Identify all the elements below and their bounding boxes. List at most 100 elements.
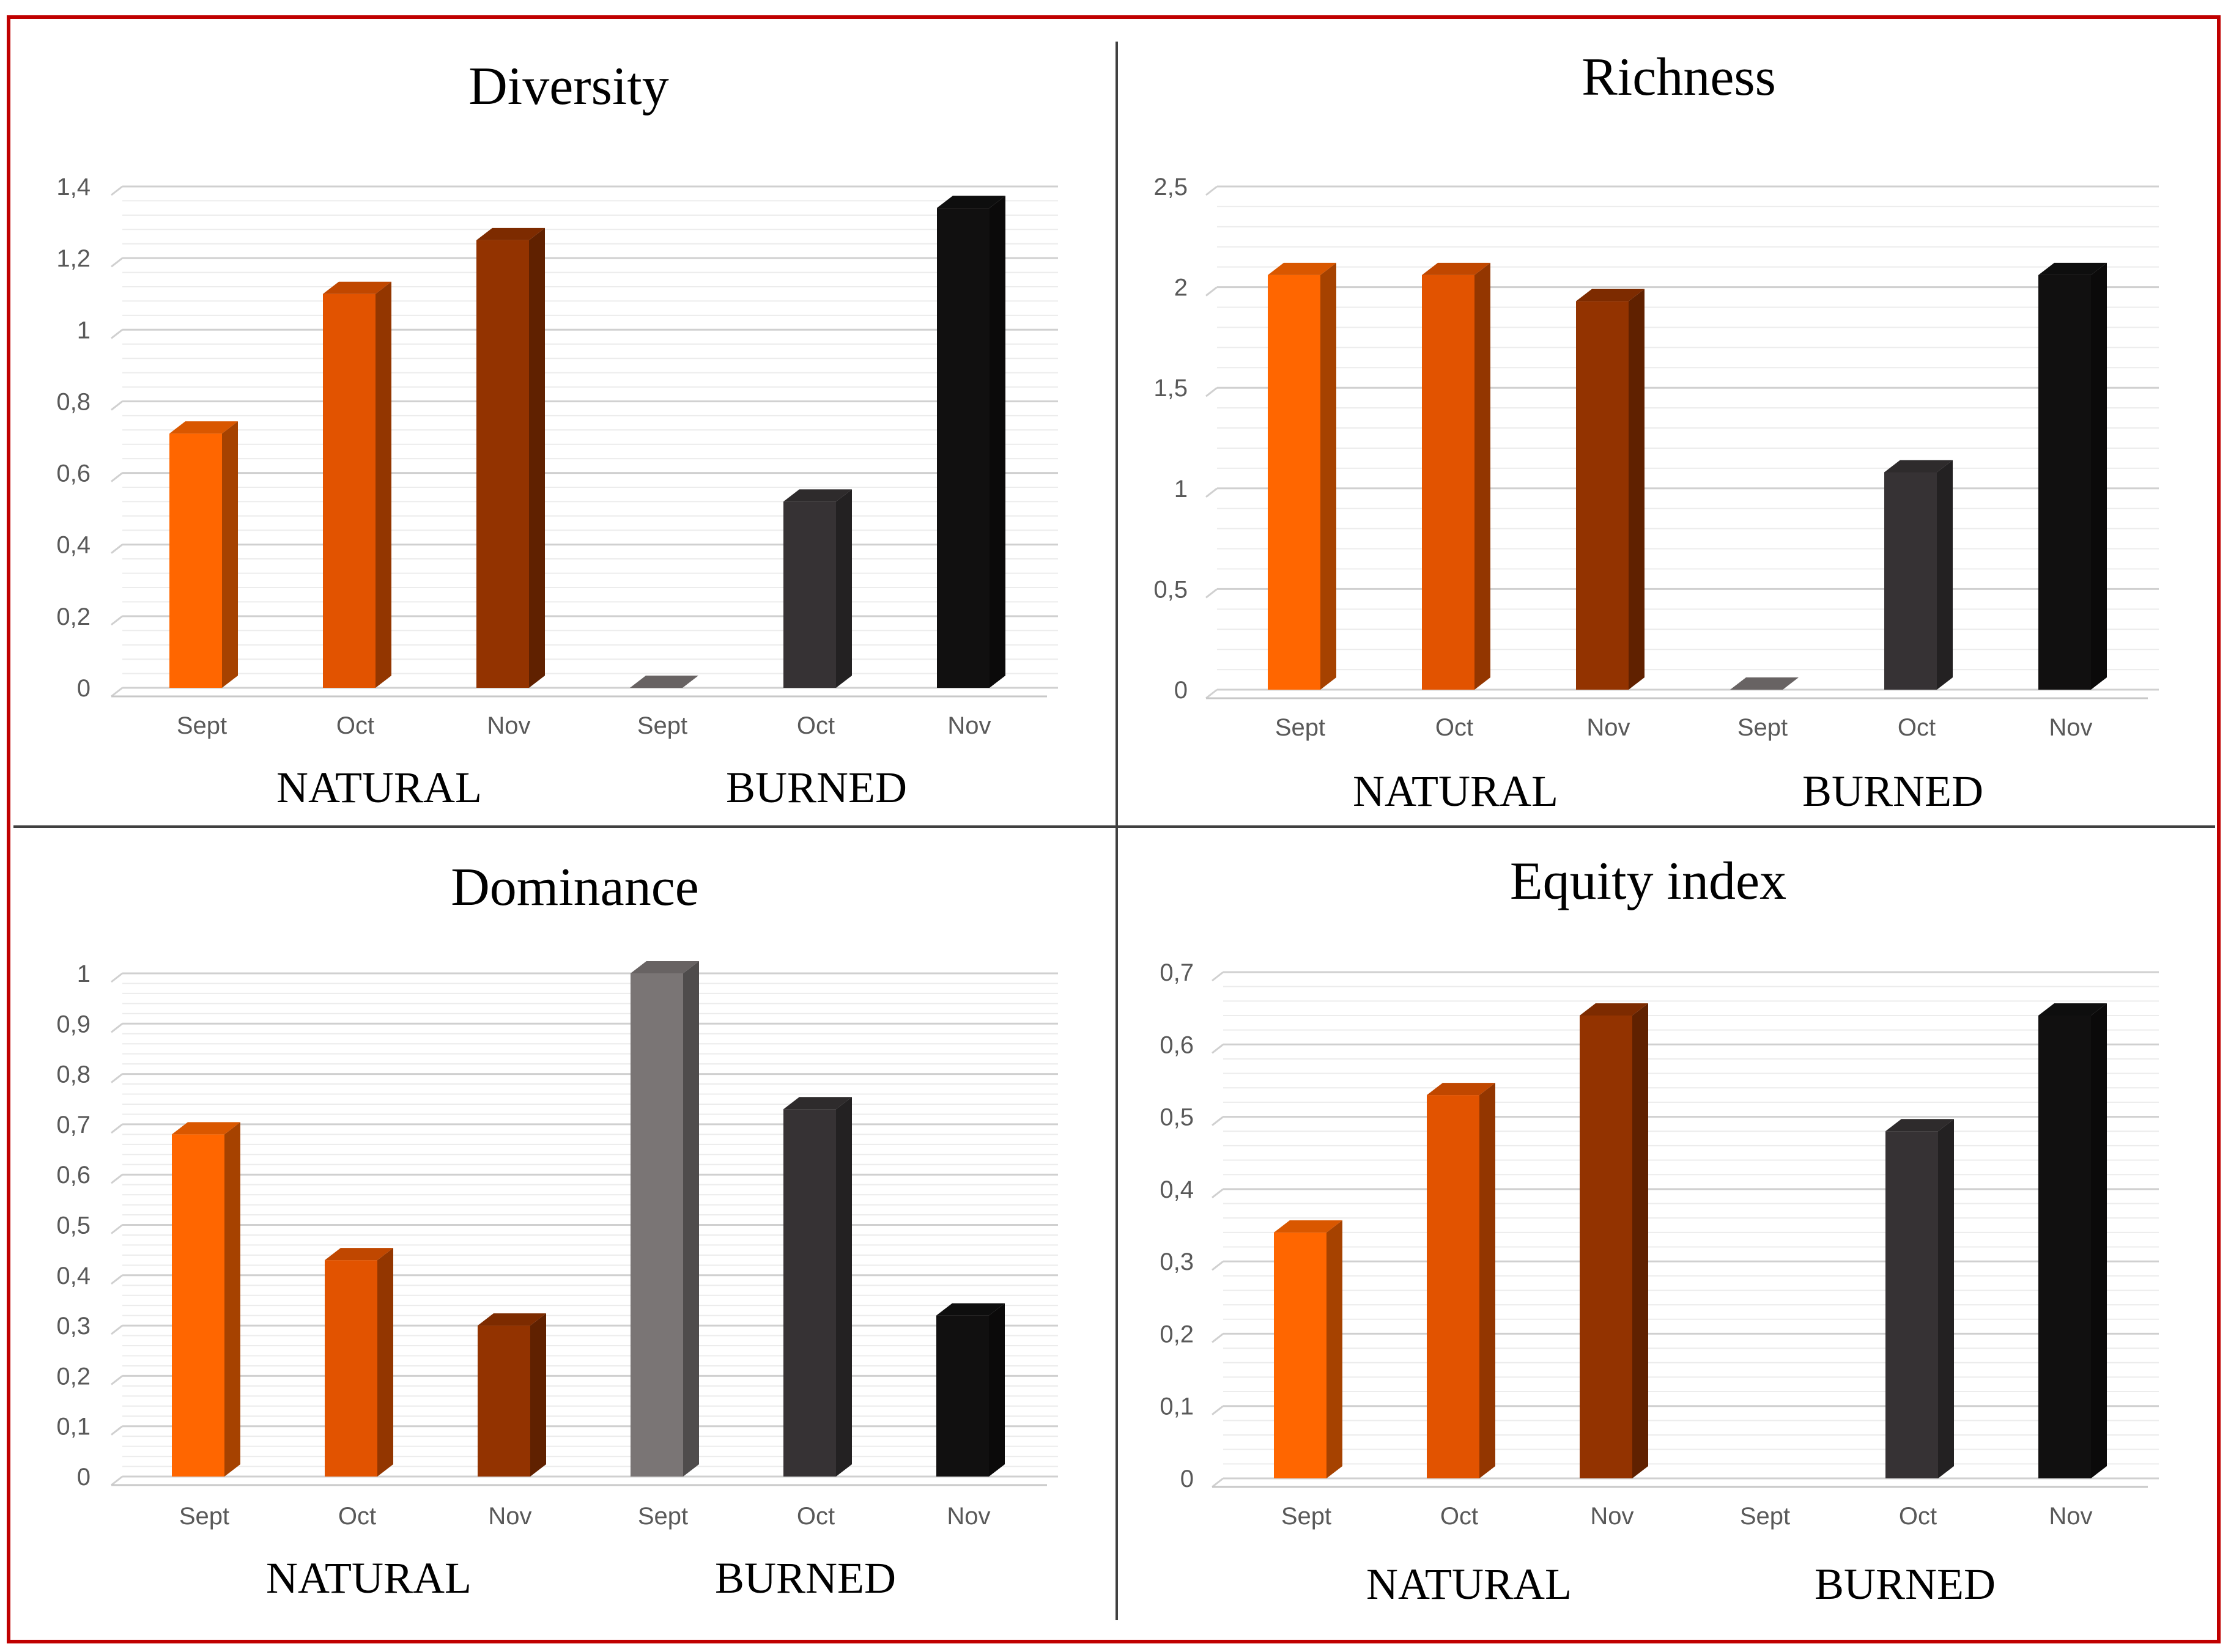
y-tick-label: 0,4 xyxy=(56,1263,91,1289)
x-tick-label: Oct xyxy=(338,1503,376,1530)
y-tick-label: 0,2 xyxy=(1160,1321,1194,1348)
y-tick-label: 0,4 xyxy=(1160,1176,1194,1203)
y-tick-label: 0,8 xyxy=(56,388,91,415)
x-tick-label: Sept xyxy=(1740,1503,1790,1530)
bar-side xyxy=(1326,1220,1342,1478)
bar-top xyxy=(783,1097,852,1110)
y-tick-label: 0 xyxy=(1174,677,1188,704)
gridline-depth-edge xyxy=(111,615,123,626)
plot-area: 0 0,1 0,2 0,3 0,4 0,5 0,6 0,7 Sept Oct Nov Sept Oct N… xyxy=(1160,959,2159,1530)
x-tick-label: Nov xyxy=(488,1503,531,1530)
gridline-depth-edge xyxy=(111,1324,123,1335)
bar-front xyxy=(1580,1015,1632,1478)
gridline-depth-edge xyxy=(111,329,123,339)
x-tick-label: Sept xyxy=(1281,1503,1331,1530)
bar-side xyxy=(222,421,238,688)
x-tick-label: Oct xyxy=(1440,1503,1478,1530)
bar-front xyxy=(936,1315,989,1477)
y-tick-label: 0,7 xyxy=(56,1112,91,1138)
equity-index-chart: Equity index 0 0,1 0,2 0,3 0,4 0,5 0,6 0,7 Sept Oc… xyxy=(1160,852,2159,1609)
bar-front xyxy=(1885,1131,1938,1478)
bar-top xyxy=(631,961,699,973)
bar-top xyxy=(2038,1003,2107,1016)
x-tick-label: Oct xyxy=(336,712,374,739)
bar-front xyxy=(1884,472,1937,690)
bar-oct-burned xyxy=(1884,460,1953,690)
bar-sept-burned xyxy=(631,961,699,1477)
bar-top xyxy=(478,1313,546,1326)
bar-front xyxy=(2038,275,2091,690)
y-tick-label: 1 xyxy=(1174,476,1188,503)
y-tick-label: 0,2 xyxy=(56,603,91,630)
x-tick-label: Sept xyxy=(1737,714,1788,741)
bar-top xyxy=(476,227,545,240)
bar-front xyxy=(631,973,683,1477)
gridline-depth-edge xyxy=(111,972,123,983)
bar-side xyxy=(529,227,545,688)
x-tick-label: Nov xyxy=(947,712,991,739)
bar-front xyxy=(1427,1095,1479,1478)
bar-oct-natural xyxy=(1422,262,1490,690)
x-tick-label: Sept xyxy=(637,712,687,739)
gridline-depth-edge xyxy=(111,472,123,482)
x-tick-label: Nov xyxy=(947,1503,990,1530)
y-tick-label: 1,5 xyxy=(1153,375,1188,402)
bar-front xyxy=(1274,1232,1326,1478)
gridline-depth-edge xyxy=(1212,1188,1224,1199)
bar-oct-burned xyxy=(783,1097,852,1477)
bar-sept-natural xyxy=(1274,1220,1342,1478)
bar-nov-burned xyxy=(2038,262,2107,690)
gridline-depth-edge xyxy=(1212,1260,1224,1271)
y-tick-label: 0,6 xyxy=(1160,1031,1194,1058)
gridline-depth-edge xyxy=(111,1224,123,1234)
bar-front xyxy=(169,433,222,688)
bar-oct-burned xyxy=(1885,1119,1954,1478)
bar-side xyxy=(530,1313,546,1477)
gridline-depth-edge xyxy=(111,544,123,554)
y-tick-label: 2 xyxy=(1174,275,1188,301)
bar-top xyxy=(1730,677,1799,690)
gridline-depth-edge xyxy=(111,1023,123,1033)
bar-oct-natural xyxy=(325,1248,393,1477)
group-label-burned: BURNED xyxy=(726,763,907,812)
gridline-depth-edge xyxy=(111,1375,123,1385)
bar-top xyxy=(630,676,698,688)
bar-front xyxy=(325,1260,377,1477)
gridline-depth-edge xyxy=(111,1425,123,1436)
bar-top xyxy=(325,1248,393,1261)
bar-nov-burned xyxy=(2038,1003,2107,1478)
bar-top xyxy=(1580,1003,1648,1016)
bar-front xyxy=(1422,275,1474,690)
y-tick-label: 2,5 xyxy=(1153,174,1188,201)
x-tick-label: Sept xyxy=(1275,714,1325,741)
bar-side xyxy=(989,1303,1005,1477)
bar-side xyxy=(1938,1119,1954,1478)
group-label-burned: BURNED xyxy=(715,1554,896,1602)
y-tick-label: 0,5 xyxy=(1160,1104,1194,1131)
gridline-depth-edge xyxy=(111,687,123,698)
gridline-depth-edge xyxy=(111,1475,123,1486)
x-tick-label: Oct xyxy=(1899,1503,1937,1530)
bar-sept-burned xyxy=(1730,677,1799,690)
y-tick-label: 0 xyxy=(77,1464,91,1491)
y-tick-label: 1 xyxy=(77,961,91,987)
gridline-depth-edge xyxy=(1205,286,1218,297)
y-tick-label: 0,6 xyxy=(56,1162,91,1189)
bar-front xyxy=(478,1326,530,1477)
y-tick-label: 0,9 xyxy=(56,1011,91,1038)
group-label-natural: NATURAL xyxy=(276,763,482,812)
bar-side xyxy=(224,1122,240,1477)
bar-top xyxy=(172,1122,240,1135)
y-tick-label: 0,1 xyxy=(56,1414,91,1440)
y-tick-label: 0,6 xyxy=(56,460,91,487)
bar-side xyxy=(2091,1003,2107,1478)
x-tick-label: Sept xyxy=(177,712,227,739)
gridline-depth-edge xyxy=(1205,688,1218,699)
y-tick-label: 0,7 xyxy=(1160,959,1194,986)
bar-side xyxy=(1632,1003,1648,1478)
bar-front xyxy=(783,1109,836,1477)
gridline-depth-edge xyxy=(1205,185,1218,196)
y-tick-label: 1 xyxy=(77,317,91,344)
x-tick-label: Nov xyxy=(1586,714,1630,741)
